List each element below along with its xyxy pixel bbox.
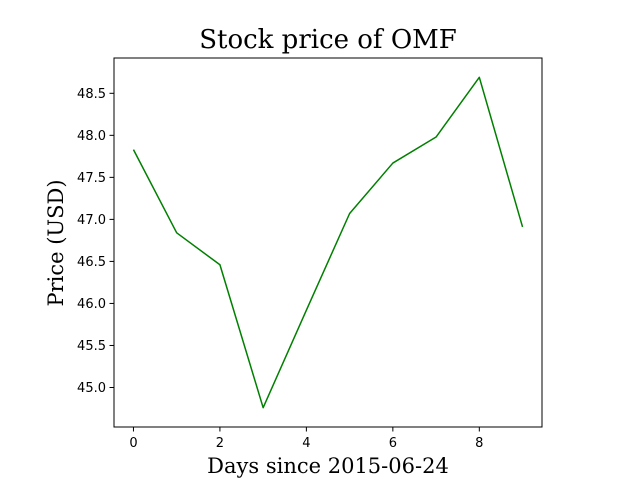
y-tick-label: 47.0 xyxy=(77,213,106,228)
y-tick-label: 45.0 xyxy=(77,381,106,396)
plot-area: 0 2 4 6 8 45.0 45.5 46.0 46.5 47.0 47.5 48.0 48.5 xyxy=(77,57,543,451)
y-tick-label: 46.5 xyxy=(77,255,106,270)
series-line-0 xyxy=(132,76,524,409)
x-tick-label: 4 xyxy=(302,436,310,451)
y-tick-label: 47.5 xyxy=(77,171,106,186)
x-tick-label: 2 xyxy=(216,436,224,451)
plot-frame xyxy=(113,57,543,428)
x-axis-label: Days since 2015-06-24 xyxy=(207,454,449,478)
x-tick-label: 0 xyxy=(129,436,137,451)
y-tick-label: 48.5 xyxy=(77,87,106,102)
x-tick-label: 6 xyxy=(389,436,397,451)
y-axis-label: Price (USD) xyxy=(44,179,68,306)
x-tick-label: 8 xyxy=(475,436,483,451)
y-tick-label: 45.5 xyxy=(77,339,106,354)
y-tick-label: 48.0 xyxy=(77,129,106,144)
chart-title: Stock price of OMF xyxy=(199,25,457,55)
y-tick-label: 46.0 xyxy=(77,297,106,312)
